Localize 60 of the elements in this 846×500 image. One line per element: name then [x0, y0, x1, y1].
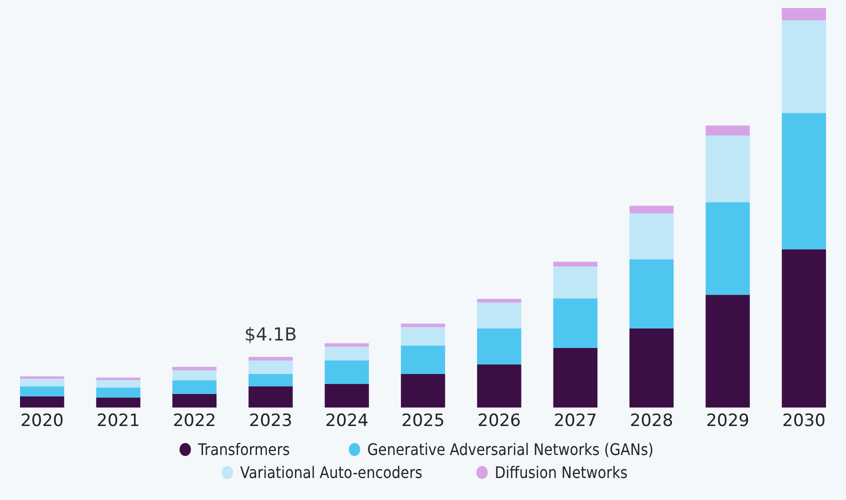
x-tick-label: 2030	[782, 411, 826, 432]
x-tick-label: 2026	[478, 411, 521, 432]
bar	[172, 394, 217, 408]
bar	[324, 343, 369, 347]
x-tick-label: 2027	[554, 411, 597, 432]
bar	[20, 376, 64, 379]
bar	[629, 328, 674, 408]
bar	[782, 113, 826, 250]
bar	[782, 249, 826, 408]
bar	[782, 20, 826, 114]
bar	[477, 298, 522, 303]
x-tick-label: 2021	[96, 411, 140, 432]
bar	[248, 360, 293, 374]
bar	[20, 386, 64, 396]
bar	[553, 262, 598, 267]
bar	[20, 378, 64, 386]
legend-label: Transformers	[198, 440, 290, 459]
bar	[172, 380, 217, 394]
bar	[706, 294, 750, 408]
bar	[248, 374, 293, 386]
bar	[782, 8, 826, 20]
x-tick-label: 2028	[630, 411, 674, 432]
bar	[629, 213, 674, 260]
legend-label: Diffusion Networks	[494, 463, 628, 482]
legend-label: Variational Auto-encoders	[240, 463, 422, 482]
bar	[96, 380, 140, 388]
bar	[477, 364, 522, 408]
bar	[706, 202, 750, 295]
bar	[706, 135, 750, 202]
bar	[477, 302, 522, 328]
bar	[20, 396, 64, 408]
bar	[553, 298, 598, 348]
bar	[706, 125, 750, 136]
legend-label: Generative Adversarial Networks (GANs)	[366, 440, 654, 459]
x-tick-label: 2029	[706, 411, 750, 432]
x-tick-label: 2020	[20, 411, 64, 432]
bar	[248, 356, 293, 360]
bar	[400, 327, 446, 346]
bar	[96, 388, 140, 398]
x-tick-label: 2023	[249, 411, 292, 432]
x-tick-label: 2022	[172, 411, 216, 432]
annotation: $4.1B	[244, 324, 297, 346]
bar	[172, 366, 217, 370]
bar	[400, 374, 446, 408]
bar	[96, 398, 140, 408]
bar	[553, 348, 598, 408]
bar	[324, 360, 369, 384]
bar	[629, 206, 674, 214]
bar	[324, 346, 369, 360]
bar	[400, 324, 446, 328]
bar	[324, 384, 369, 408]
bar	[172, 370, 217, 380]
bar	[400, 346, 446, 374]
x-tick-label: 2024	[325, 411, 368, 432]
bar	[477, 328, 522, 364]
bar	[629, 259, 674, 328]
bar	[553, 266, 598, 299]
bar	[96, 378, 140, 380]
x-tick-label: 2025	[401, 411, 445, 432]
bar	[248, 386, 293, 408]
